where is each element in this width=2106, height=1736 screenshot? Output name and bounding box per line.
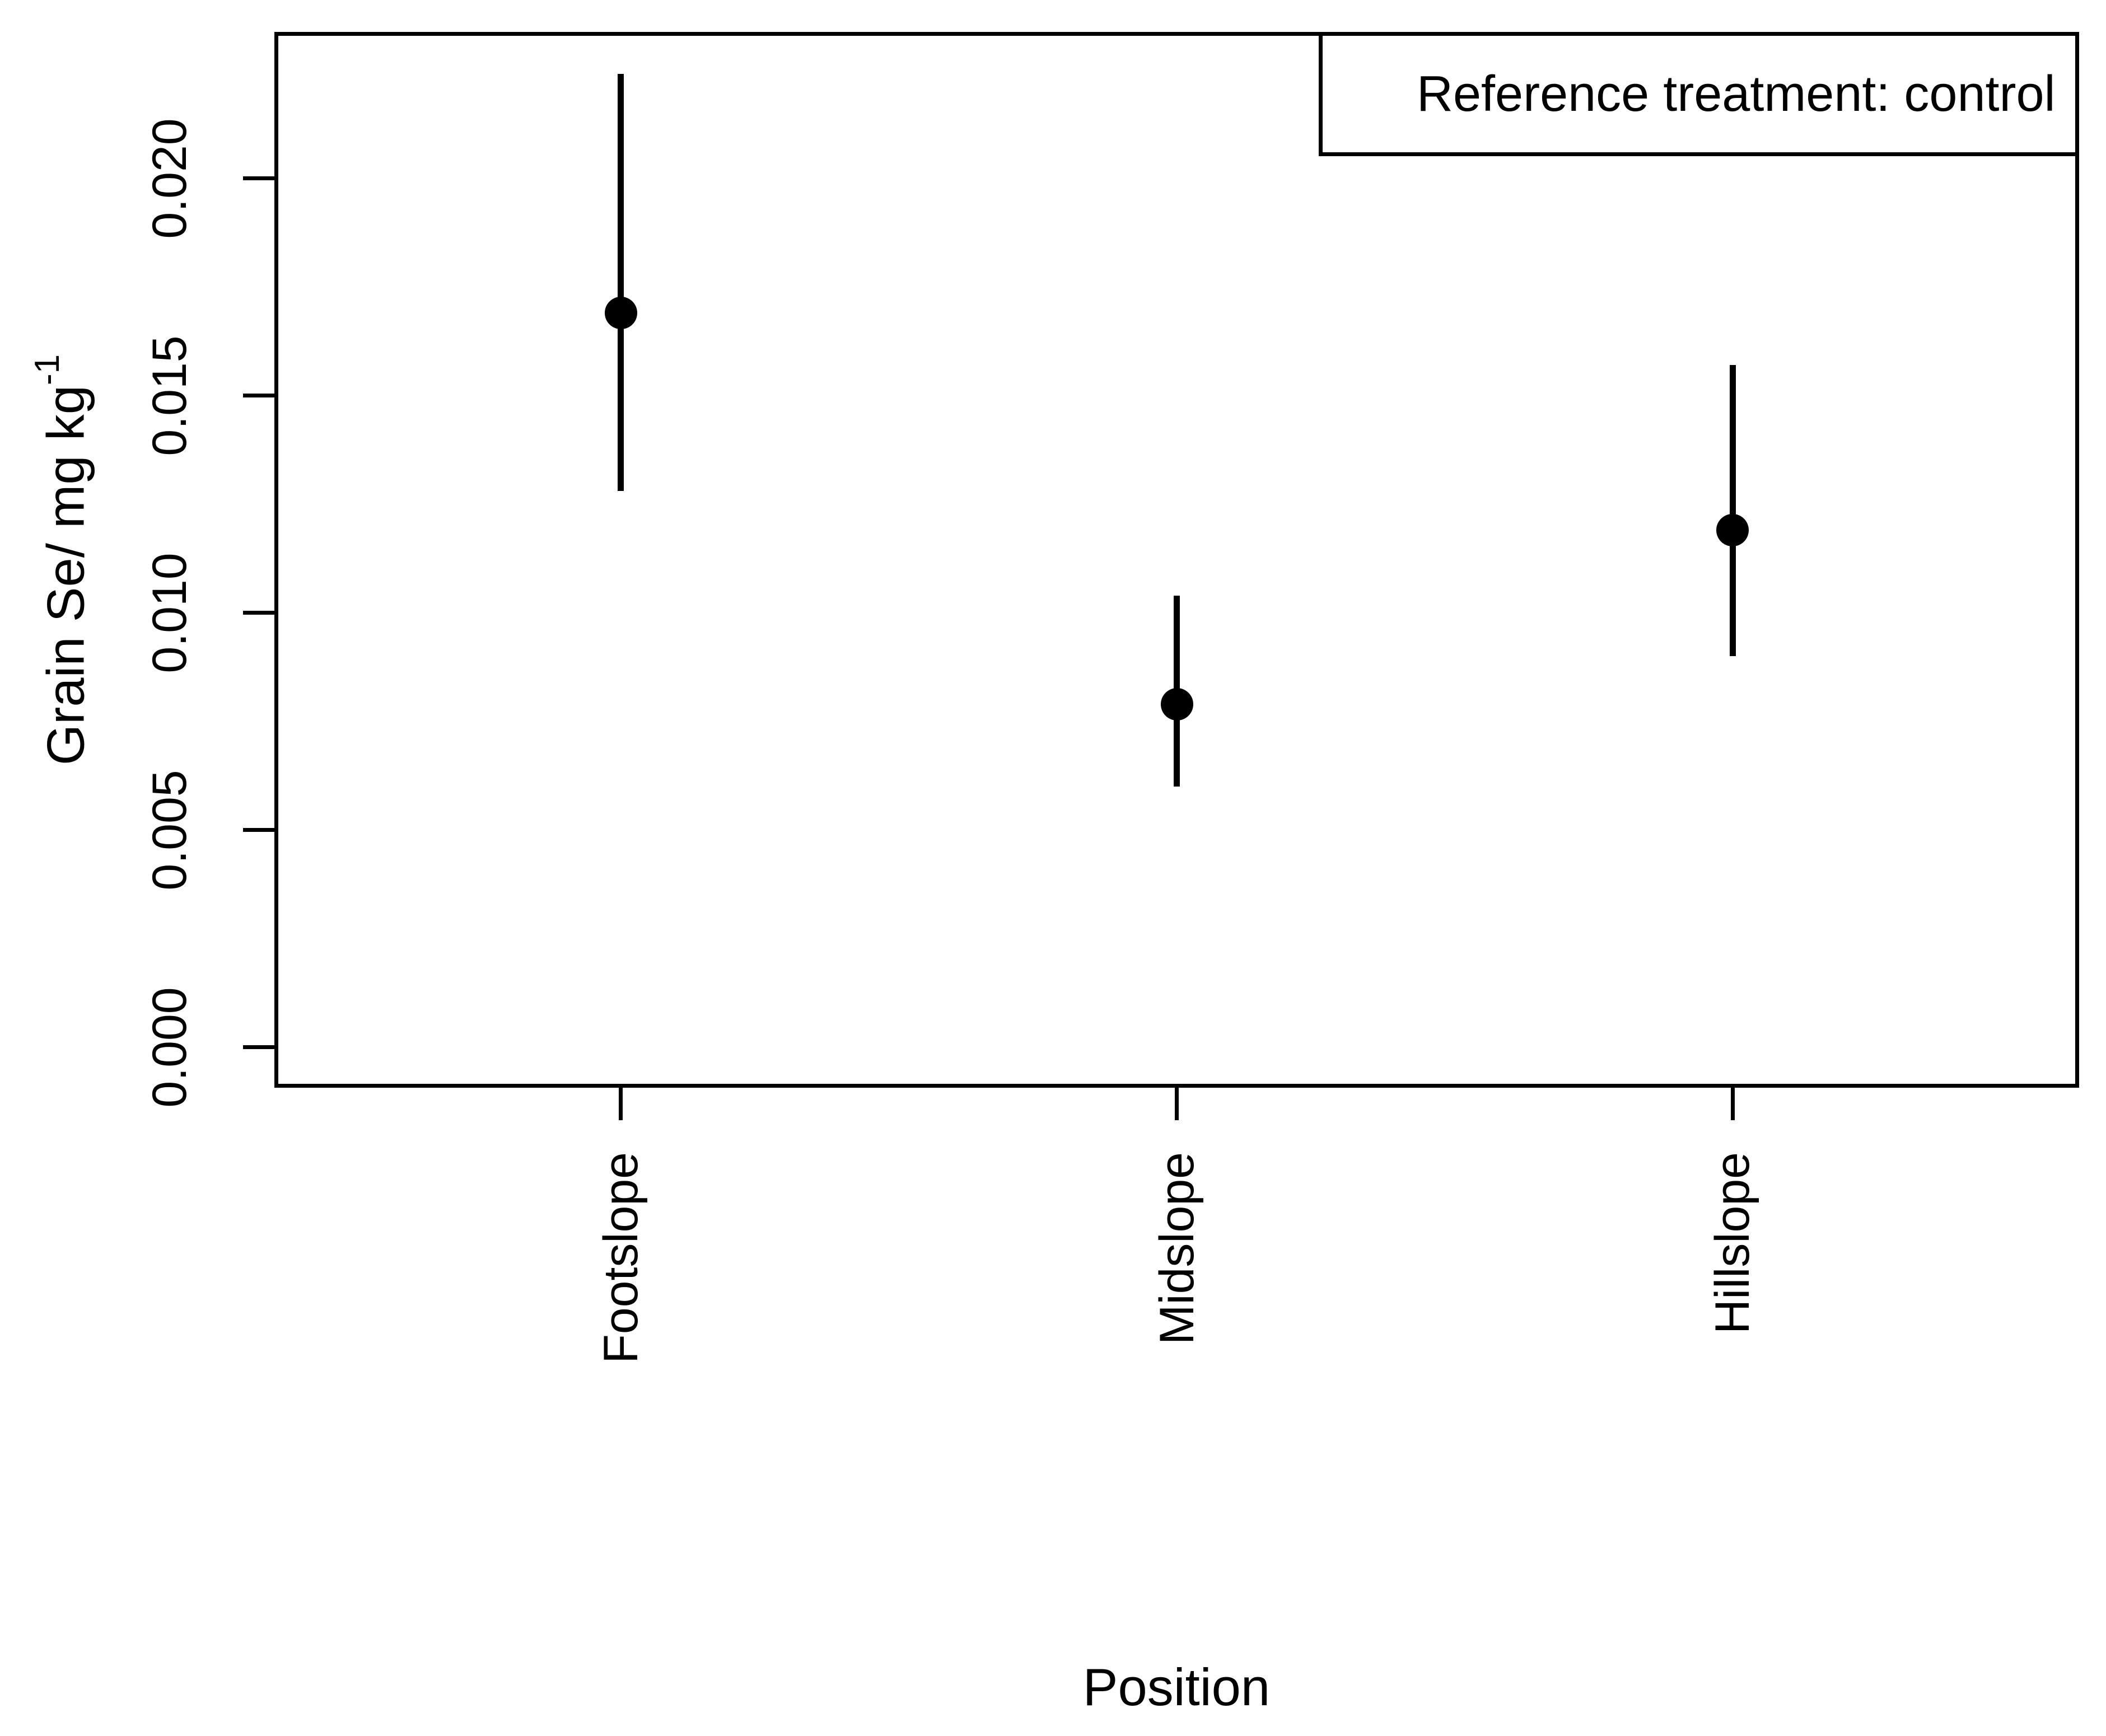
x-axis-title: Position xyxy=(1082,1658,1271,1716)
x-tick-label: Hillslope xyxy=(1706,1152,1760,1335)
y-tick-label: 0.020 xyxy=(143,118,197,239)
x-axis-tick xyxy=(619,1088,623,1120)
x-axis-tick xyxy=(1730,1088,1735,1120)
y-tick-label: 0.010 xyxy=(143,553,197,673)
x-tick-label: Midslope xyxy=(1150,1152,1204,1345)
y-axis-title-text: Grain Se/ mg kg xyxy=(36,385,95,766)
y-axis-tick xyxy=(243,176,274,181)
error-bar xyxy=(618,74,624,492)
y-axis-title: Grain Se/ mg kg-1 xyxy=(28,354,95,766)
x-axis-tick xyxy=(1175,1088,1179,1120)
y-axis-title-superscript: -1 xyxy=(28,354,67,385)
legend-box: Reference treatment: control xyxy=(1319,32,2079,156)
y-tick-label: 0.015 xyxy=(143,335,197,456)
y-tick-label: 0.005 xyxy=(143,770,197,891)
point-estimate-marker xyxy=(604,297,637,330)
y-axis-tick xyxy=(243,1045,274,1050)
y-axis-tick xyxy=(243,828,274,832)
point-estimate-marker xyxy=(1160,687,1193,720)
plot-area xyxy=(274,32,2079,1088)
error-bar xyxy=(1729,365,1736,657)
y-tick-label: 0.000 xyxy=(143,987,197,1108)
x-tick-label: Footslope xyxy=(594,1152,648,1364)
point-estimate-marker xyxy=(1716,514,1749,547)
legend-label: Reference treatment: control xyxy=(1417,65,2056,122)
y-axis-tick xyxy=(243,611,274,615)
y-axis-tick xyxy=(243,394,274,398)
